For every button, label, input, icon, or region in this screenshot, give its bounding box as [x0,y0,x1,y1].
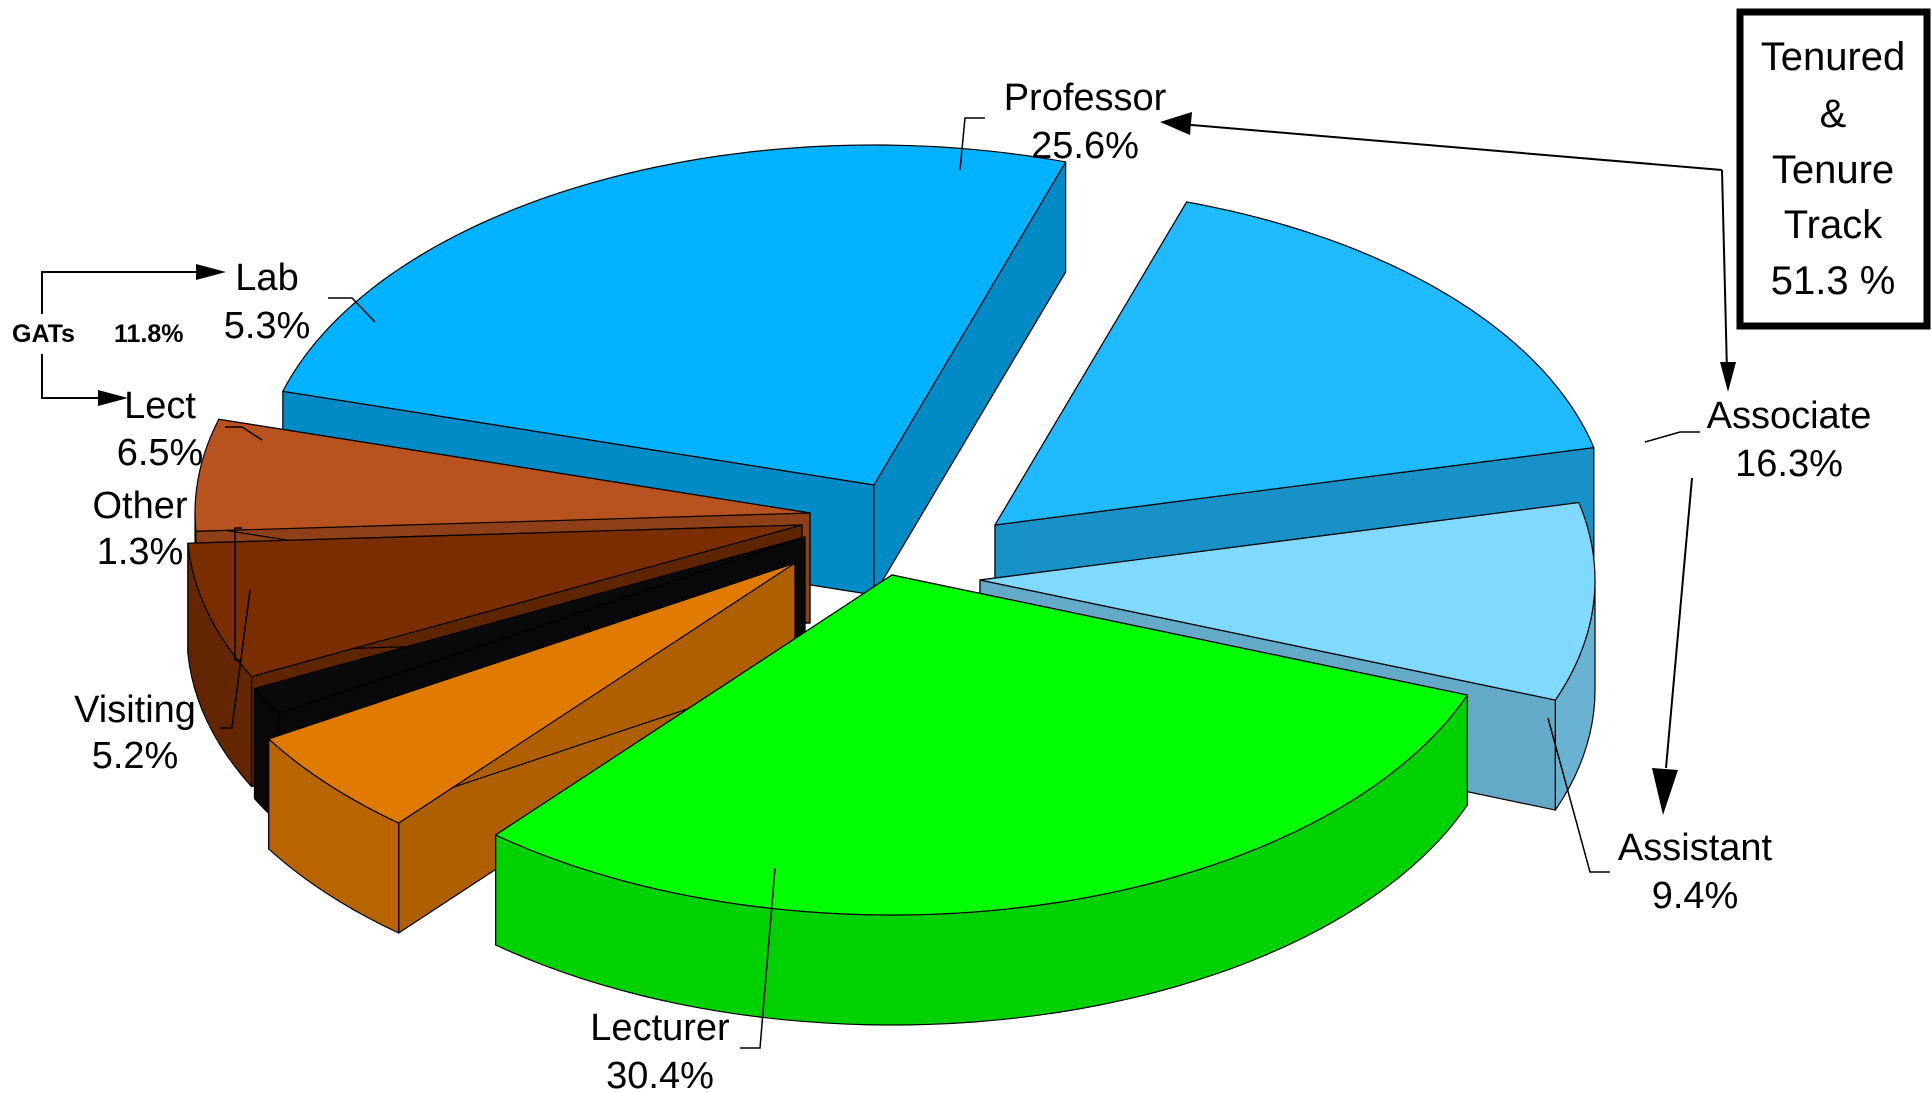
leader-line-lecturer [740,867,776,1049]
tenured-line-4: Track [1784,203,1884,247]
pie-slices [187,144,1596,1026]
tenured-box [1736,8,1931,330]
tenured-line-1: Tenured [1761,35,1906,79]
label-associate: Associate [1707,395,1872,437]
slice-top-lab [194,418,811,532]
slice-top-assistant [979,501,1596,701]
value-visiting: 5.2% [92,735,179,777]
tenured-line-2: & [1820,92,1847,136]
gats-annotation: GATs 11.8% [8,264,226,406]
slice-lecturer [495,574,1468,1026]
arrow-line-assistant [1665,477,1693,769]
slice-visiting [268,562,796,934]
value-professor: 25.6% [1031,125,1139,167]
value-assistant: 9.4% [1652,875,1739,917]
arrow-line-associate [1721,169,1728,373]
value-lab: 5.3% [224,305,311,347]
arrow-head-associate [1720,362,1736,392]
slice-top-lect [187,524,803,678]
label-other: Other [92,485,187,527]
gats-value: 11.8% [114,320,184,348]
tenured-line-3: Tenure [1772,148,1894,192]
leader-line-professor [959,117,985,171]
leader-line-lab [328,297,376,323]
value-associate: 16.3% [1735,443,1843,485]
slice-top-other [253,536,806,714]
gats-label: GATs [12,320,75,348]
arrow-line-professor [1179,123,1723,171]
gats-arrow-lab [196,264,226,280]
slice-top-associate [994,201,1595,526]
gats-label-bg [8,314,208,354]
label-lect: Lect [124,385,196,427]
tenured-annotation: Tenured & Tenure Track 51.3 % [1160,8,1931,815]
leader-line-associate [1644,431,1700,443]
tenured-line-5: 51.3 % [1771,259,1896,303]
slice-top-lecturer [495,574,1468,916]
slice-labels: Professor 25.6% Associate 16.3% Assistan… [74,77,1871,1093]
leader-line-visiting [220,589,251,729]
slice-top-visiting [268,562,796,824]
arrow-head-assistant [1652,768,1678,815]
leader-lines [220,117,1700,1049]
gats-arrow-lect [98,390,128,406]
label-professor: Professor [1004,77,1167,119]
value-other: 1.3% [97,531,184,573]
label-lecturer: Lecturer [590,1007,730,1049]
label-lab: Lab [235,257,298,299]
slice-top-professor [282,144,1067,486]
leader-line-lect [225,426,263,441]
label-assistant: Assistant [1618,827,1773,869]
arrow-head-professor [1160,112,1192,135]
leader-line-assistant [1547,717,1610,873]
leader-line-other [234,527,242,661]
label-visiting: Visiting [74,689,196,731]
value-lect: 6.5% [117,432,204,474]
value-lecturer: 30.4% [606,1055,714,1093]
